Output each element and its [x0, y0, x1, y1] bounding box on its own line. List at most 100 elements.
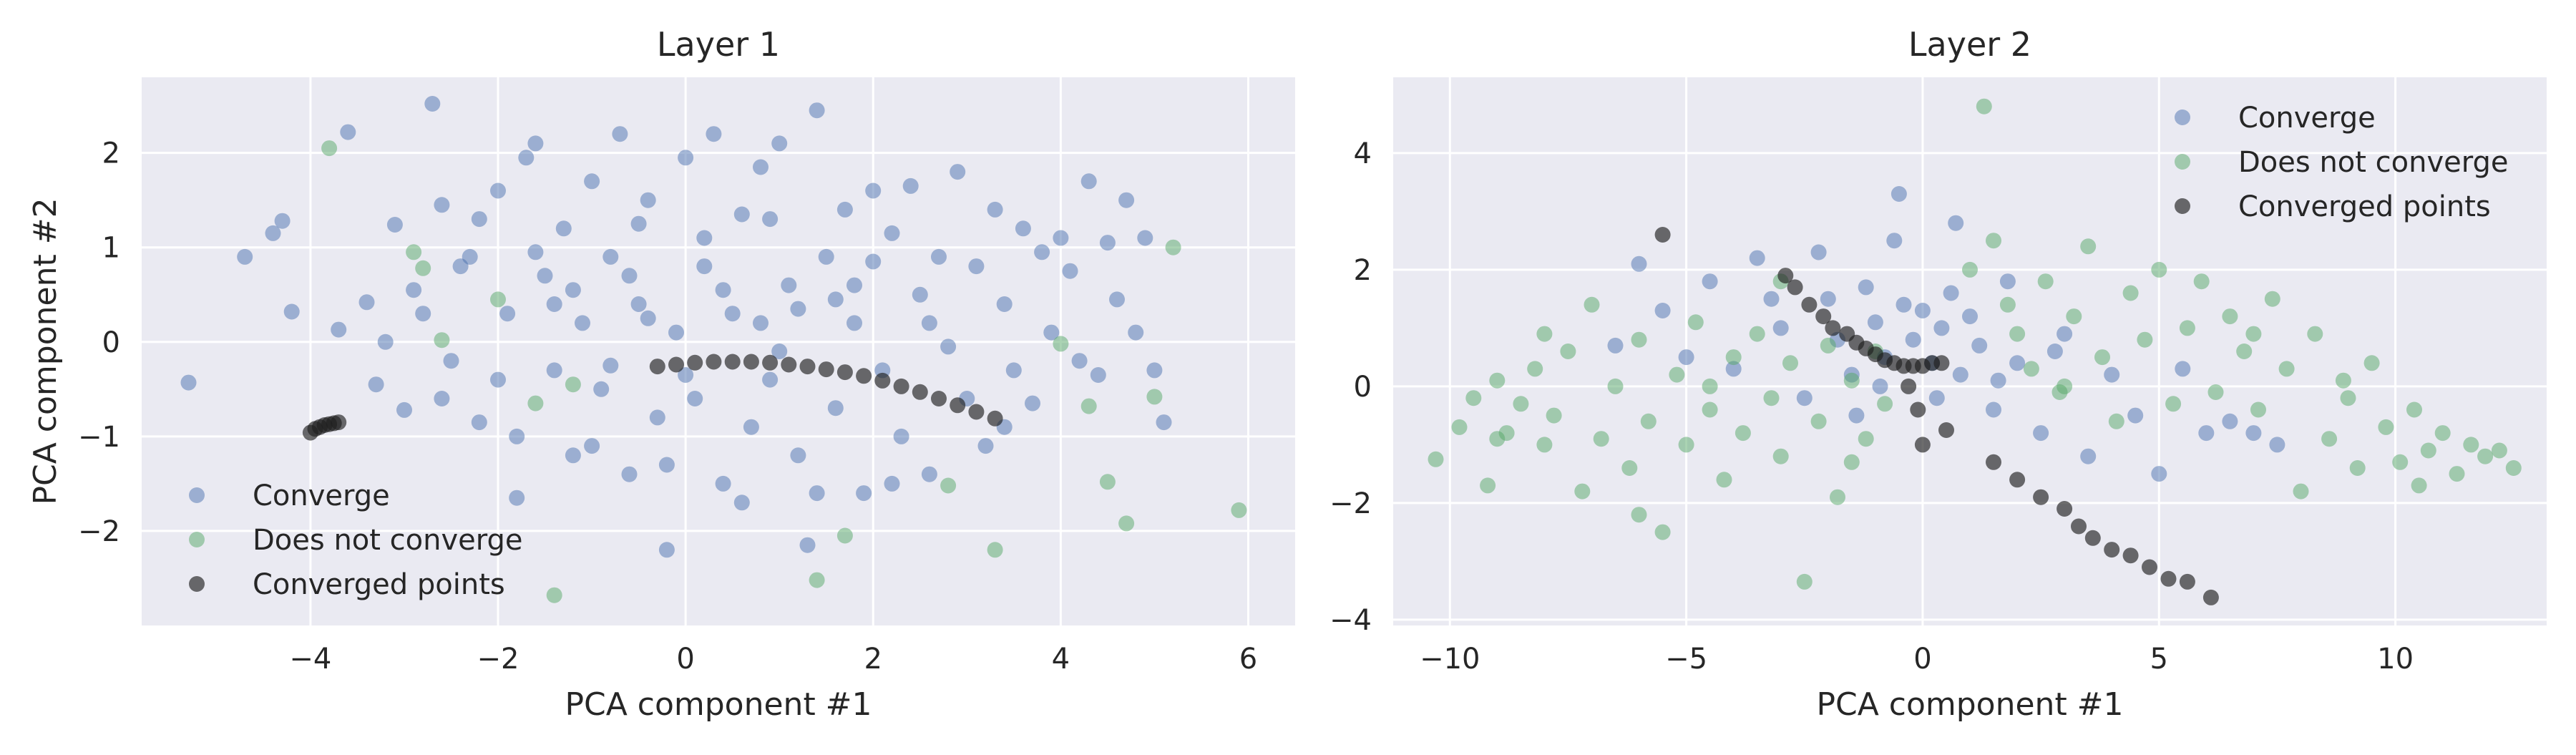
y-tick-label: 1 — [102, 232, 120, 265]
layer-2-x-ticks: −10 −5 0 5 10 — [1420, 643, 2414, 676]
data-point — [2151, 466, 2167, 482]
data-point — [790, 447, 806, 464]
data-point — [2033, 425, 2049, 442]
data-point — [847, 315, 862, 331]
data-point — [490, 291, 506, 308]
data-point — [2165, 396, 2182, 412]
series-converged-points — [1654, 227, 2219, 605]
data-point — [912, 286, 928, 303]
data-point — [1801, 296, 1818, 313]
x-tick-label: 5 — [2150, 643, 2168, 676]
data-point — [2420, 442, 2436, 459]
data-point — [565, 447, 581, 464]
data-point — [1843, 372, 1860, 389]
data-point — [1910, 401, 1926, 418]
layer-2-panel: −10 −5 0 5 10 −4 −2 0 2 4 Layer 2 PCA component … — [1330, 25, 2547, 723]
data-point — [856, 368, 872, 384]
data-point — [696, 230, 713, 246]
data-point — [2057, 378, 2073, 394]
data-point — [715, 282, 731, 298]
data-point — [2340, 390, 2356, 406]
data-point — [546, 587, 562, 603]
data-point — [1933, 320, 1950, 336]
data-point — [340, 124, 356, 140]
data-point — [2264, 291, 2280, 307]
data-point — [1886, 233, 1903, 249]
data-point — [2084, 530, 2101, 546]
data-point — [893, 378, 909, 394]
data-point — [1749, 250, 1765, 266]
data-point — [884, 475, 900, 492]
y-tick-label: −2 — [1330, 487, 1372, 520]
data-point — [836, 527, 853, 544]
data-point — [1071, 353, 1088, 369]
data-point — [865, 253, 882, 270]
data-point — [1451, 419, 1468, 435]
data-point — [180, 374, 197, 391]
data-point — [1513, 396, 1529, 412]
data-point — [724, 354, 741, 370]
layer-1-grid — [142, 77, 1295, 625]
data-point — [640, 192, 656, 208]
layer-2-legend: Converge Does not converge Converged poi… — [2175, 102, 2509, 223]
layer-2-title: Layer 2 — [1908, 25, 2031, 64]
data-point — [1527, 361, 1543, 377]
data-point — [2142, 559, 2157, 575]
data-point — [940, 338, 957, 355]
data-point — [2406, 401, 2422, 418]
data-point — [799, 359, 816, 375]
data-point — [2449, 466, 2465, 482]
data-point — [2411, 477, 2427, 494]
data-point — [1914, 437, 1931, 453]
data-point — [565, 376, 581, 393]
data-point — [621, 268, 638, 284]
legend-item-converged-points: Converged points — [189, 568, 505, 601]
data-point — [527, 244, 544, 260]
data-point — [1574, 483, 1591, 500]
data-point — [1489, 372, 1506, 389]
data-point — [818, 361, 834, 378]
data-point — [274, 213, 291, 229]
data-point — [1782, 355, 1798, 371]
data-point — [555, 220, 572, 237]
data-point — [2193, 273, 2210, 290]
data-point — [2307, 326, 2323, 342]
data-point — [1043, 324, 1060, 341]
data-point — [940, 477, 957, 494]
data-point — [1631, 331, 1647, 348]
data-point — [331, 414, 347, 431]
data-point — [1702, 273, 1718, 290]
data-point — [1820, 337, 1836, 354]
data-point — [602, 248, 619, 265]
legend-label-converged-points: Converged points — [253, 568, 505, 601]
data-point — [434, 391, 450, 406]
data-point — [1631, 507, 1647, 523]
data-point — [1777, 268, 1794, 284]
data-point — [781, 356, 797, 373]
data-point — [865, 182, 882, 199]
x-tick-label: 10 — [2377, 643, 2414, 676]
data-point — [1867, 314, 1883, 331]
legend-item-converge: Converge — [189, 479, 390, 512]
data-point — [396, 401, 412, 418]
x-tick-label: −5 — [1665, 643, 1707, 676]
legend-label-converge: Converge — [2238, 102, 2376, 135]
data-point — [1749, 326, 1765, 342]
data-point — [1654, 524, 1671, 540]
data-point — [640, 310, 656, 326]
data-point — [2033, 489, 2049, 505]
data-point — [1901, 378, 1917, 394]
data-point — [1005, 362, 1022, 379]
data-point — [2236, 344, 2253, 359]
data-point — [1810, 413, 1827, 429]
x-tick-label: −2 — [477, 643, 519, 676]
data-point — [2278, 361, 2295, 377]
data-point — [809, 102, 825, 119]
data-point — [265, 225, 281, 241]
data-point — [2335, 372, 2351, 389]
legend-label-does-not-converge: Does not converge — [2238, 146, 2509, 179]
data-point — [658, 542, 675, 558]
data-point — [1999, 296, 2016, 313]
data-point — [2046, 344, 2063, 359]
data-point — [733, 206, 750, 223]
